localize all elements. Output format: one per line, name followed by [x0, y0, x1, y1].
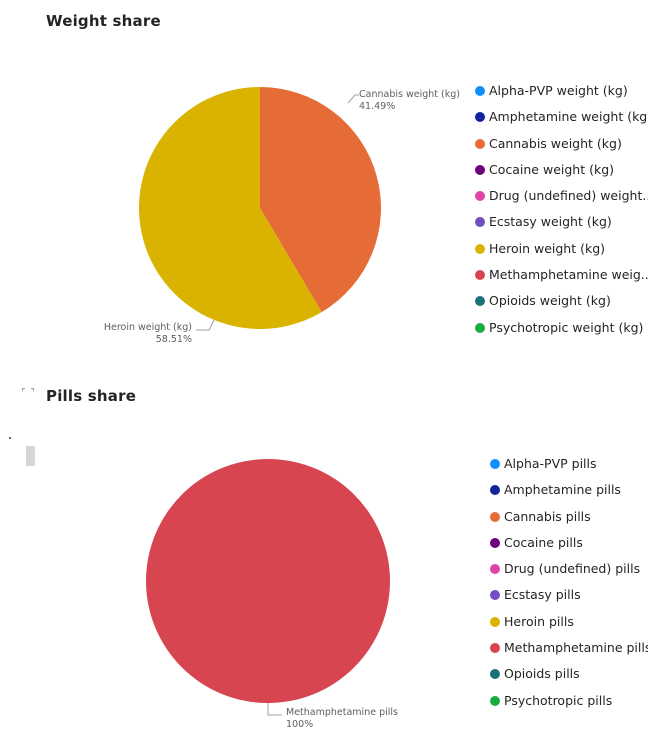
scroll-thumb[interactable] — [26, 446, 35, 466]
legend-label: Heroin weight (kg) — [489, 240, 606, 256]
legend-dot-icon — [475, 243, 485, 254]
data-label-category: Cannabis weight (kg) — [359, 89, 460, 100]
legend-dot-icon — [490, 669, 500, 680]
legend-item[interactable]: Drug (undefined) weight... — [475, 187, 648, 213]
data-label-category: Methamphetamine pills — [286, 707, 398, 718]
legend-label: Cannabis weight (kg) — [489, 135, 622, 151]
legend-dot-icon — [475, 322, 485, 333]
pie-slice-methamphetamine-pills[interactable] — [146, 459, 390, 703]
legend-item[interactable]: Cocaine weight (kg) — [475, 161, 648, 187]
leader-line — [347, 94, 359, 104]
legend-label: Drug (undefined) pills — [504, 561, 641, 577]
legend-label: Ecstasy pills — [504, 587, 581, 603]
legend-dot-icon — [490, 616, 500, 627]
leader-line — [267, 703, 282, 716]
legend-label: Cocaine weight (kg) — [489, 161, 615, 177]
legend-dot-icon — [475, 138, 485, 149]
chart-title-pills-share: Pills share — [46, 387, 137, 405]
data-label-percent: 41.49% — [359, 101, 395, 112]
weight-pie-chart: Cannabis weight (kg)41.49% Heroin weight … — [104, 87, 460, 345]
legend-label: Psychotropic weight (kg) — [489, 319, 644, 335]
legend-label: Drug (undefined) weight... — [489, 188, 648, 204]
legend-dot-icon — [490, 485, 500, 496]
legend-item[interactable]: Heroin pills — [490, 613, 648, 639]
legend-label: Heroin pills — [504, 613, 574, 629]
data-label-percent: 58.51% — [156, 334, 192, 345]
legend-item[interactable]: Cannabis pills — [490, 508, 648, 534]
legend-label: Methamphetamine weig... — [489, 267, 648, 283]
legend-item[interactable]: Alpha-PVP weight (kg) — [475, 82, 648, 108]
legend-dot-icon — [490, 564, 500, 575]
legend-dot-icon — [475, 296, 485, 307]
legend-label: Cannabis pills — [504, 508, 591, 524]
legend-label: Amphetamine pills — [504, 482, 621, 498]
legend-item[interactable]: Methamphetamine pills — [490, 639, 648, 665]
legend-label: Opioids pills — [504, 666, 580, 682]
legend-label: Opioids weight (kg) — [489, 293, 611, 309]
legend-item[interactable]: Opioids weight (kg) — [475, 292, 648, 318]
legend-item[interactable]: Heroin weight (kg) — [475, 240, 648, 266]
legend-label: Psychotropic pills — [504, 692, 613, 708]
legend-item[interactable]: Cannabis weight (kg) — [475, 135, 648, 161]
legend-item[interactable]: Drug (undefined) pills — [490, 560, 648, 586]
legend-item[interactable]: Psychotropic pills — [490, 692, 648, 718]
legend-dot-icon — [475, 217, 485, 228]
chart-title-weight-share: Weight share — [46, 12, 161, 30]
legend-dot-icon — [475, 164, 485, 175]
focus-mode-icon[interactable] — [22, 388, 34, 396]
legend-item[interactable]: Ecstasy weight (kg) — [475, 213, 648, 239]
data-label-percent: 100% — [286, 719, 313, 730]
legend-dot-icon — [490, 695, 500, 706]
weight-share-visual: Weight share Cannabis weight (kg) 41.49% H… — [46, 12, 648, 345]
legend-item[interactable]: Psychotropic weight (kg) — [475, 319, 648, 345]
legend-dot-icon — [490, 590, 500, 601]
legend-dot-icon — [490, 537, 500, 548]
legend-dot-icon — [475, 112, 485, 123]
legend-item[interactable]: Amphetamine pills — [490, 481, 648, 507]
legend-item[interactable]: Alpha-PVP pills — [490, 455, 648, 481]
pie-slice-heroin-weight-kg-[interactable] — [138, 87, 322, 329]
legend-label: Amphetamine weight (kg) — [489, 109, 648, 125]
legend-item[interactable]: Methamphetamine weig... — [475, 266, 648, 292]
legend-label: Methamphetamine pills — [504, 640, 648, 656]
legend-label: Cocaine pills — [504, 534, 583, 550]
weight-legend: Alpha-PVP weight (kg) Amphetamine weight … — [475, 82, 648, 345]
legend-dot-icon — [475, 86, 485, 96]
legend-label: Ecstasy weight (kg) — [489, 214, 612, 230]
legend-item[interactable]: Cocaine pills — [490, 534, 648, 560]
legend-dot-icon — [490, 459, 500, 469]
legend-dot-icon — [490, 643, 500, 654]
pills-share-visual: Pills share Methamphetamine pills 100% Al… — [0, 370, 648, 735]
dot-marker — [9, 437, 11, 439]
legend-dot-icon — [475, 270, 485, 281]
legend-item[interactable]: Opioids pills — [490, 665, 648, 691]
legend-label: Alpha-PVP pills — [504, 456, 597, 471]
pills-legend: Alpha-PVP pills Amphetamine pills Cannabis… — [490, 455, 648, 718]
legend-label: Alpha-PVP weight (kg) — [489, 83, 628, 98]
legend-item[interactable]: Amphetamine weight (kg) — [475, 108, 648, 134]
legend-item[interactable]: Ecstasy pills — [490, 586, 648, 612]
leader-line — [196, 319, 215, 331]
pie-slice-cannabis-weight-kg-[interactable] — [260, 87, 381, 313]
legend-dot-icon — [490, 511, 500, 522]
legend-dot-icon — [475, 191, 485, 202]
data-label-category: Heroin weight (kg) — [104, 322, 192, 333]
